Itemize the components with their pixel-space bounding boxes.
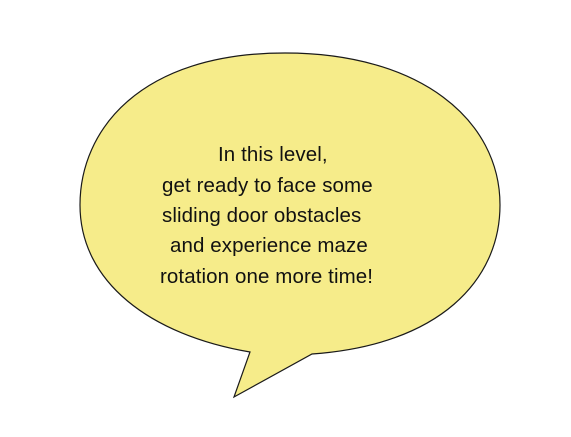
speech-bubble-shape <box>79 52 501 399</box>
